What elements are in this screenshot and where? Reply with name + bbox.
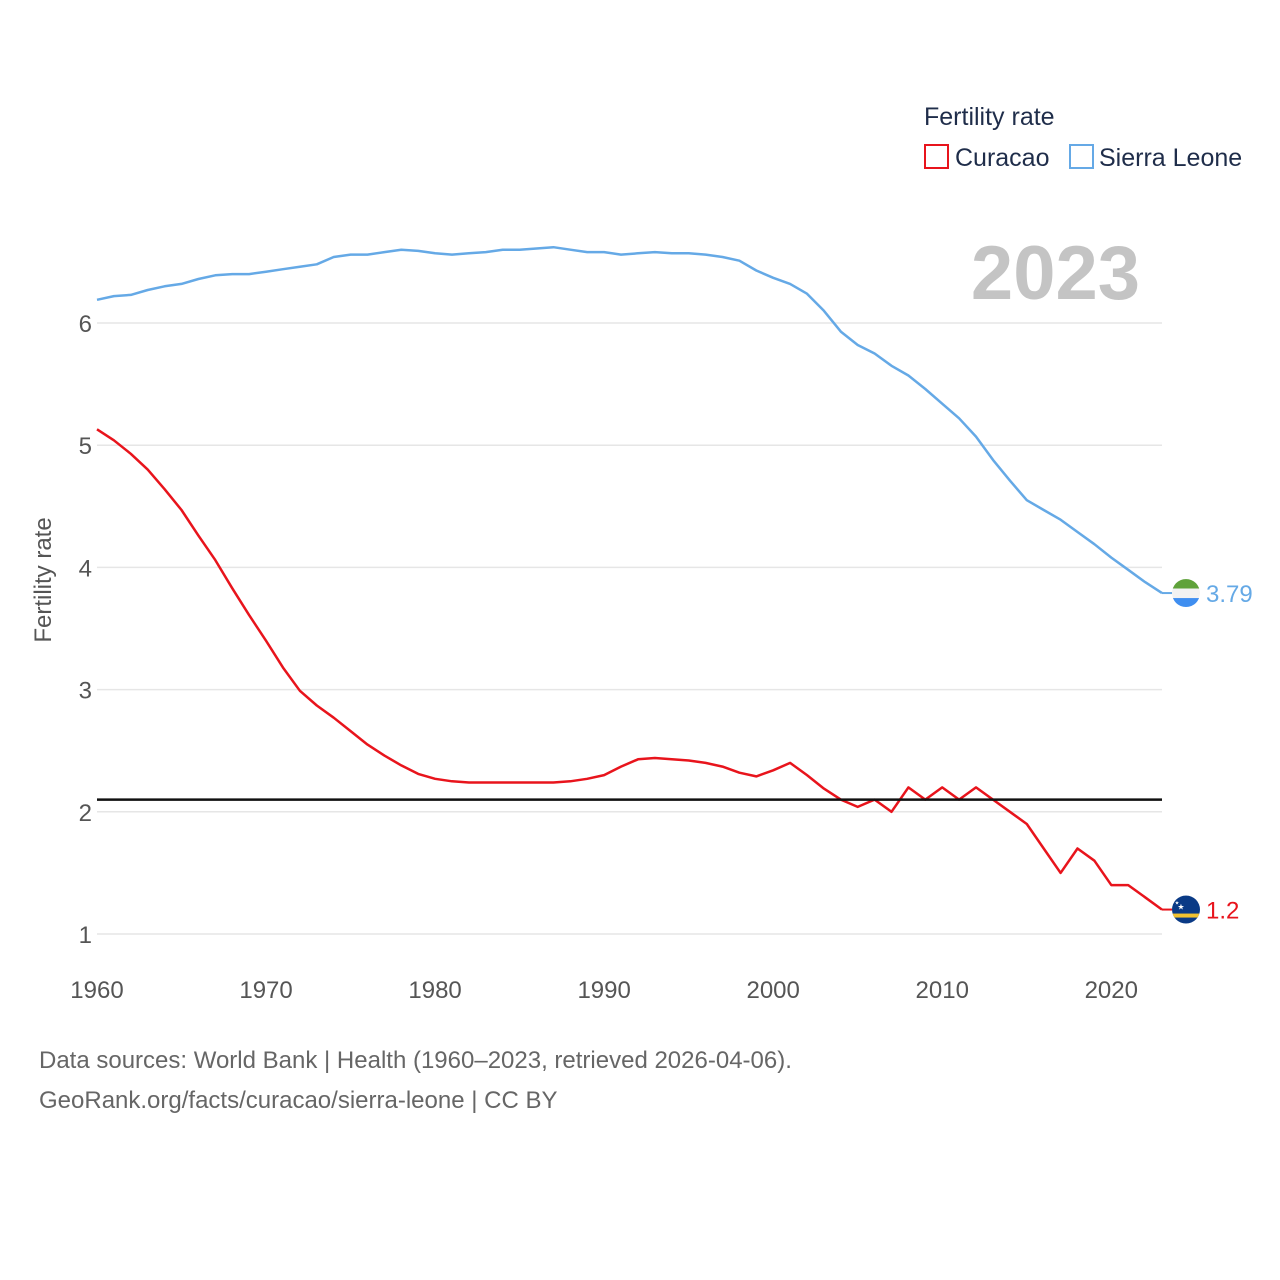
end-label-curacao: 1.2 xyxy=(1206,898,1239,925)
y-tick-2: 2 xyxy=(79,800,92,827)
x-tick-1990: 1990 xyxy=(577,977,630,1004)
sierra-leone-flag-icon xyxy=(1172,579,1200,608)
x-tick-2000: 2000 xyxy=(746,977,799,1004)
y-tick-3: 3 xyxy=(79,678,92,705)
series-line-sierra-leone xyxy=(96,245,1163,595)
y-tick-4: 4 xyxy=(79,555,92,582)
x-tick-2010: 2010 xyxy=(916,977,969,1004)
x-tick-2020: 2020 xyxy=(1085,977,1138,1004)
end-label-sierra-leone: 3.79 xyxy=(1206,581,1253,608)
legend-title: Fertility rate xyxy=(924,103,1055,131)
y-axis-label: Fertility rate xyxy=(30,517,57,642)
x-tick-1960: 1960 xyxy=(70,977,123,1004)
y-tick-5: 5 xyxy=(79,433,92,460)
source-line-1: Data sources: World Bank | Health (1960–… xyxy=(39,1047,792,1074)
y-axis-ticks: 1 2 3 4 5 6 xyxy=(79,311,92,949)
x-tick-1970: 1970 xyxy=(239,977,292,1004)
svg-text:★: ★ xyxy=(1175,901,1180,907)
legend-item-curacao[interactable]: Curacao xyxy=(924,144,1050,172)
curacao-flag-icon: ★ ★ xyxy=(1172,895,1200,924)
legend-label-curacao: Curacao xyxy=(955,144,1050,172)
series-lines xyxy=(96,245,1163,911)
svg-text:★: ★ xyxy=(1177,903,1184,912)
grid xyxy=(97,322,1162,935)
x-tick-1980: 1980 xyxy=(408,977,461,1004)
y-tick-1: 1 xyxy=(79,922,92,949)
series-line-curacao xyxy=(96,428,1163,911)
end-markers xyxy=(1162,592,1172,911)
legend-label-sierra-leone: Sierra Leone xyxy=(1099,144,1242,172)
source-line-2[interactable]: GeoRank.org/facts/curacao/sierra-leone |… xyxy=(39,1087,557,1114)
legend-swatch-curacao xyxy=(924,144,949,169)
legend-swatch-sierra-leone xyxy=(1069,144,1094,169)
y-tick-6: 6 xyxy=(79,311,92,338)
x-axis-ticks: 1960 1970 1980 1990 2000 2010 2020 xyxy=(70,977,1138,1004)
year-label: 2023 xyxy=(971,231,1140,316)
legend-item-sierra-leone[interactable]: Sierra Leone xyxy=(1069,144,1242,172)
